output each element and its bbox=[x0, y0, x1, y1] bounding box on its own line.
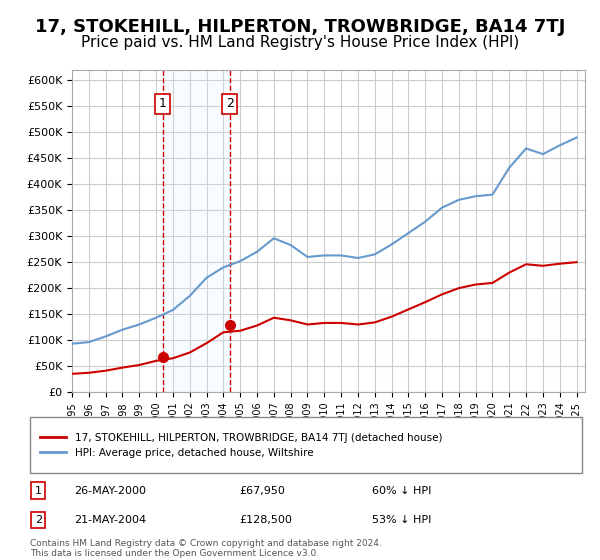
Text: 17, STOKEHILL, HILPERTON, TROWBRIDGE, BA14 7TJ: 17, STOKEHILL, HILPERTON, TROWBRIDGE, BA… bbox=[35, 18, 565, 36]
Text: Contains HM Land Registry data © Crown copyright and database right 2024.
This d: Contains HM Land Registry data © Crown c… bbox=[30, 539, 382, 558]
Text: 53% ↓ HPI: 53% ↓ HPI bbox=[372, 515, 431, 525]
Bar bbox=[163, 70, 230, 392]
Text: £128,500: £128,500 bbox=[240, 515, 293, 525]
Text: 1: 1 bbox=[159, 97, 167, 110]
Text: 26-MAY-2000: 26-MAY-2000 bbox=[74, 486, 146, 496]
Text: 1: 1 bbox=[35, 486, 42, 496]
Text: 21-MAY-2004: 21-MAY-2004 bbox=[74, 515, 146, 525]
Text: Price paid vs. HM Land Registry's House Price Index (HPI): Price paid vs. HM Land Registry's House … bbox=[81, 35, 519, 50]
Text: 2: 2 bbox=[35, 515, 42, 525]
Text: 2: 2 bbox=[226, 97, 234, 110]
Text: £67,950: £67,950 bbox=[240, 486, 286, 496]
Legend: 17, STOKEHILL, HILPERTON, TROWBRIDGE, BA14 7TJ (detached house), HPI: Average pr: 17, STOKEHILL, HILPERTON, TROWBRIDGE, BA… bbox=[35, 427, 448, 463]
FancyBboxPatch shape bbox=[30, 417, 582, 473]
Text: 60% ↓ HPI: 60% ↓ HPI bbox=[372, 486, 431, 496]
